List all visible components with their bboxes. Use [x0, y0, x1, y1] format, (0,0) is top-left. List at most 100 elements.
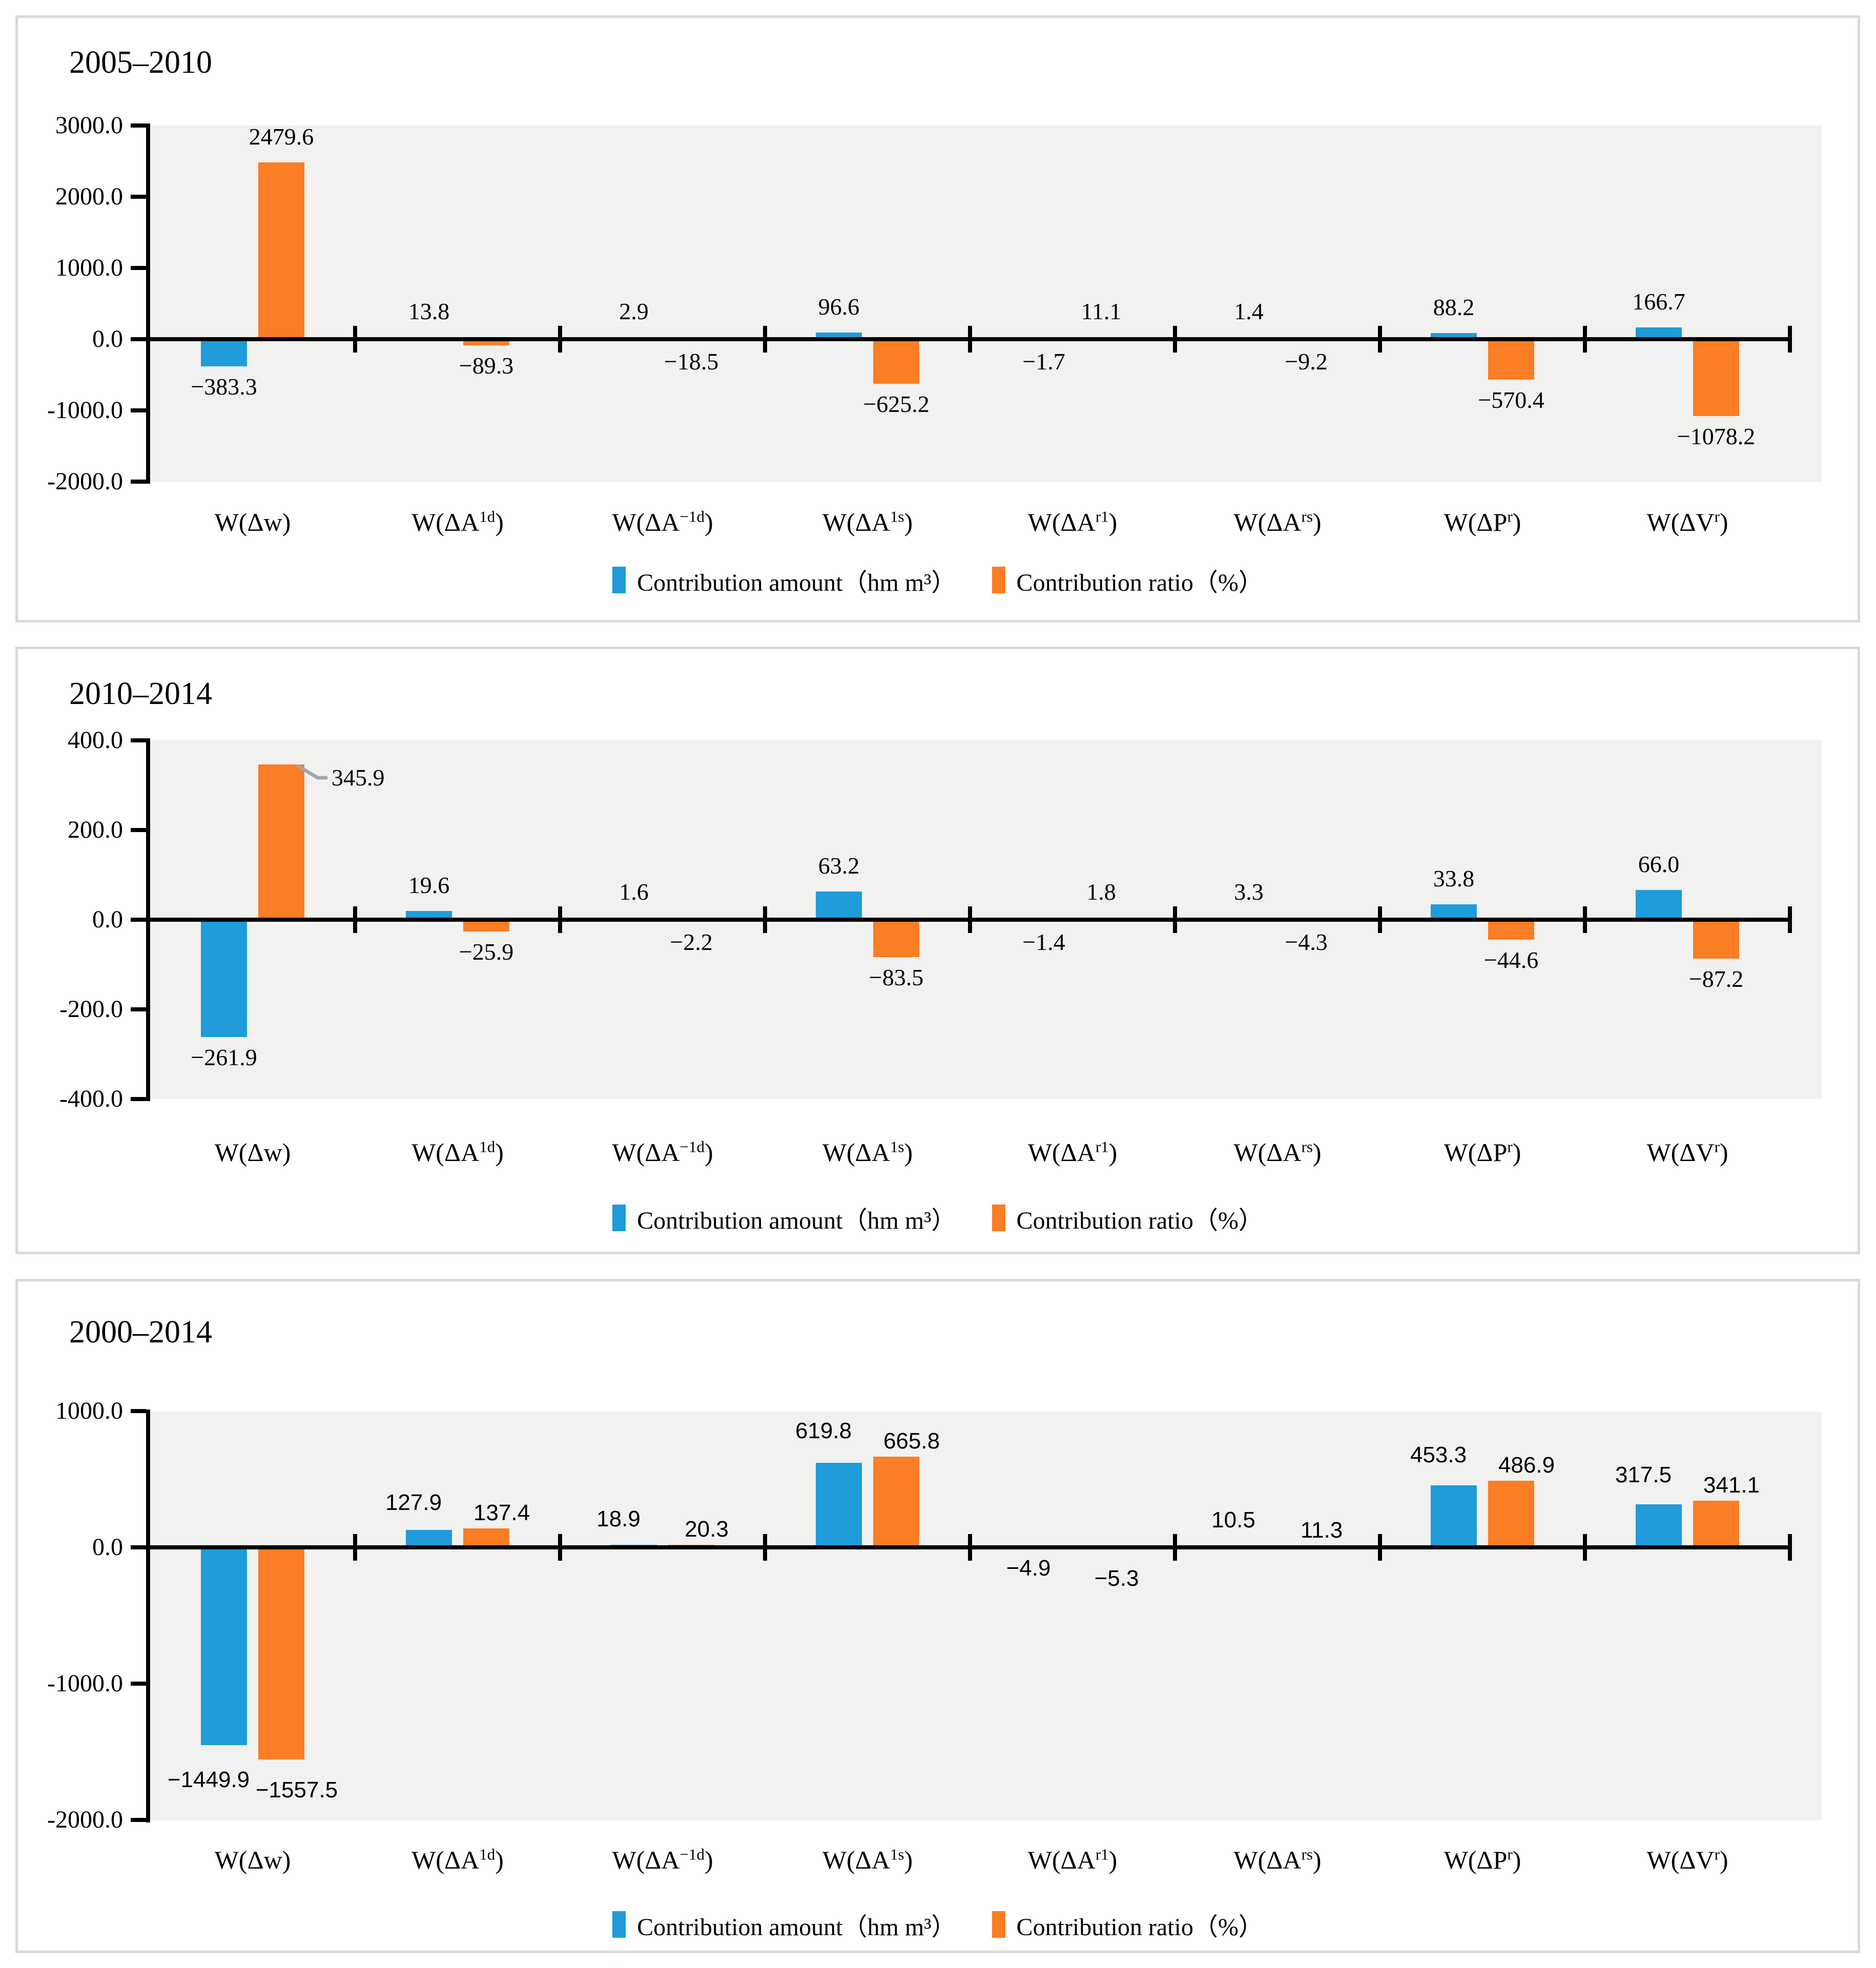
bar-label-ratio: −1078.2: [1677, 423, 1756, 449]
x-tick: [558, 1534, 562, 1561]
bar-label-amount: 1.6: [619, 879, 649, 905]
y-tick: [131, 1409, 146, 1413]
y-tick: [131, 408, 146, 412]
y-tick: [131, 918, 146, 922]
bar-label-amount: 619.8: [795, 1418, 852, 1443]
legend-swatch-ratio-icon: [992, 1911, 1005, 1938]
legend-swatch-ratio-icon: [992, 567, 1005, 593]
x-category-label: W(ΔA1s): [822, 507, 913, 536]
plot-background: [150, 126, 1822, 482]
bar-ratio: [873, 339, 919, 384]
y-tick-label: 0.0: [92, 906, 123, 933]
y-axis-line: [146, 1410, 150, 1822]
y-tick: [131, 1007, 146, 1011]
y-tick-label: 0.0: [92, 1534, 123, 1561]
bar-label-ratio: −44.6: [1483, 947, 1539, 973]
x-category-label: W(ΔPr): [1444, 507, 1521, 536]
bar-label-amount: −1449.9: [167, 1767, 250, 1792]
legend: Contribution amount（hm m³） Contribution …: [18, 1200, 1858, 1236]
bar-label-amount: 33.8: [1433, 865, 1475, 892]
bar-label-amount: 317.5: [1615, 1462, 1672, 1487]
bar-amount: [816, 892, 862, 920]
x-category-label: W(ΔA1d): [411, 1137, 504, 1167]
x-tick: [1788, 326, 1792, 353]
bar-amount: [201, 339, 247, 366]
y-tick: [131, 1818, 146, 1822]
x-category-label: W(ΔAr1): [1027, 1845, 1118, 1874]
bar-label-amount: 1.4: [1234, 298, 1264, 324]
bar-label-amount: 166.7: [1632, 288, 1685, 315]
bar-label-ratio: 20.3: [685, 1517, 729, 1542]
legend-label-amount: Contribution amount（hm m³）: [637, 569, 956, 596]
bar-amount: [406, 1530, 452, 1547]
y-tick-label: 200.0: [68, 816, 123, 843]
y-axis-line: [146, 123, 150, 484]
x-tick: [968, 1534, 972, 1561]
x-category-label: W(ΔA1s): [822, 1137, 913, 1167]
x-category-label: W(Δw): [214, 508, 291, 536]
x-category-label: W(ΔA−1d): [612, 1137, 713, 1167]
bar-ratio: [258, 764, 304, 920]
x-category-label: W(ΔA−1d): [612, 1845, 713, 1874]
y-tick-label: -1000.0: [47, 1670, 123, 1697]
bar-amount: [406, 911, 452, 920]
y-tick-label: -400.0: [59, 1085, 123, 1112]
x-tick: [1378, 906, 1382, 933]
x-tick: [1378, 326, 1382, 353]
y-tick: [131, 1097, 146, 1101]
x-category-label: W(Δw): [214, 1846, 291, 1874]
bar-label-amount: 2.9: [619, 298, 649, 324]
bar-label-ratio: −25.9: [459, 939, 514, 965]
bar-label-amount: 18.9: [596, 1506, 641, 1531]
bar-amount: [1636, 1504, 1682, 1547]
bar-label-amount: 88.2: [1433, 294, 1475, 320]
plot-area: 400.0 200.0 0.0 -200.0 -400.0 W(Δw) W(ΔA1d) W(Δ…: [18, 649, 1858, 1252]
x-tick: [353, 906, 357, 933]
x-tick: [353, 326, 357, 353]
bar-label-amount: 13.8: [408, 298, 450, 324]
bar-ratio: [1488, 1481, 1534, 1547]
x-category-label: W(ΔVr): [1646, 1845, 1728, 1874]
bar-amount: [816, 1463, 862, 1547]
x-tick: [968, 906, 972, 933]
bar-label-amount: −383.3: [191, 374, 257, 400]
x-category-label: W(ΔA1s): [822, 1845, 913, 1874]
x-category-label: W(ΔArs): [1233, 507, 1322, 536]
x-tick: [1173, 906, 1177, 933]
bar-label-amount: 3.3: [1234, 879, 1264, 905]
x-tick: [1173, 1534, 1177, 1561]
legend-swatch-amount-icon: [612, 1911, 626, 1938]
bar-label-amount: 96.6: [818, 294, 860, 320]
bar-label-amount: 127.9: [385, 1490, 442, 1515]
chart-panel-2000-2014: 2000–2014 1000.0 0.0 -1000.0 -2000.0 W(Δw) W(…: [15, 1279, 1860, 1953]
bar-amount: [201, 1547, 247, 1745]
bar-label-ratio: 1.8: [1086, 879, 1116, 905]
y-tick: [131, 828, 146, 832]
y-tick-label: 1000.0: [55, 1397, 123, 1424]
bar-amount: [1636, 890, 1682, 920]
y-tick-label: 400.0: [68, 727, 123, 754]
bar-ratio: [1693, 1501, 1739, 1547]
bar-amount: [1431, 904, 1477, 920]
x-category-label: W(ΔArs): [1233, 1137, 1322, 1167]
legend-item-amount: Contribution amount（hm m³）: [612, 1200, 956, 1236]
bar-label-amount: 63.2: [818, 853, 860, 879]
x-tick: [1583, 906, 1587, 933]
bar-label-ratio: −18.5: [664, 348, 719, 375]
x-tick: [353, 1534, 357, 1561]
bar-label-ratio: 137.4: [473, 1500, 530, 1525]
x-tick: [1583, 326, 1587, 353]
x-tick: [558, 326, 562, 353]
chart-title: 2005–2010: [69, 45, 212, 80]
x-category-label: W(ΔPr): [1444, 1845, 1521, 1874]
bar-ratio: [873, 1457, 919, 1547]
legend-item-ratio: Contribution ratio（%）: [992, 562, 1263, 598]
bar-ratio: [258, 1547, 304, 1759]
bar-ratio: [1488, 339, 1534, 380]
x-tick: [1583, 1534, 1587, 1561]
bar-label-ratio: 11.1: [1081, 298, 1122, 324]
y-tick-label: -2000.0: [47, 1806, 123, 1833]
plot-background: [150, 1412, 1822, 1820]
y-tick-label: 2000.0: [55, 183, 123, 210]
bar-label-ratio: −87.2: [1688, 966, 1744, 992]
